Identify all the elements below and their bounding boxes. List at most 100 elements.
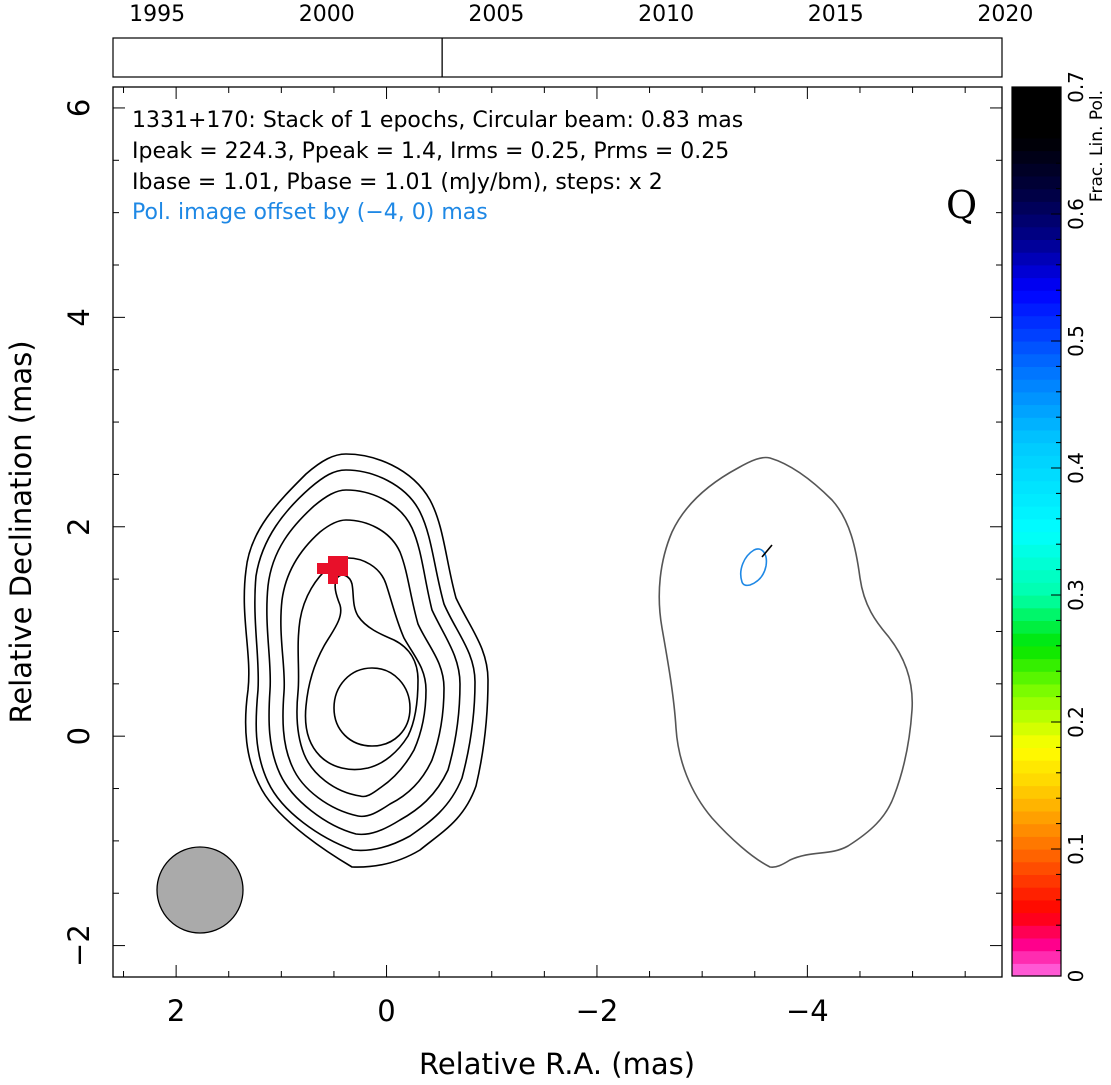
colorbar-label: Frac. Lin. Pol. [1087, 90, 1107, 202]
y-tick-label: 4 [62, 308, 96, 326]
timeline-year-label: 2015 [808, 2, 864, 27]
timeline-frame [112, 37, 1003, 78]
colorbar-band [1012, 480, 1061, 494]
colorbar-band [1012, 277, 1061, 291]
colorbar-band [1012, 214, 1061, 228]
colorbar-band [1012, 595, 1061, 609]
colorbar-band [1012, 556, 1061, 571]
colorbar-band [1012, 709, 1061, 723]
colorbar-tick-label: 0.6 [1064, 198, 1088, 230]
colorbar-band [1012, 633, 1061, 647]
colorbar-band [1012, 734, 1061, 748]
colorbar-band [1012, 696, 1061, 710]
colorbar-band [1012, 785, 1061, 799]
colorbar-band [1012, 493, 1061, 507]
colorbar-band [1012, 125, 1061, 139]
annotation-line-1: 1331+170: Stack of 1 epochs, Circular be… [132, 108, 743, 133]
contour-level-5 [296, 557, 427, 798]
beam-circle [156, 846, 244, 934]
timeline-year-label: 2010 [638, 2, 694, 27]
colorbar-tick-label: 0.2 [1064, 706, 1088, 738]
colorbar-band [1012, 442, 1061, 456]
colorbar-band [1012, 302, 1061, 317]
contour-level-1 [243, 453, 489, 868]
colorbar-band [1012, 239, 1061, 253]
colorbar-band [1012, 518, 1061, 533]
colorbar-band [1012, 823, 1061, 837]
colorbar-band [1012, 137, 1061, 152]
timeline-year-label: 2005 [468, 2, 524, 27]
y-tick-label: 2 [62, 518, 96, 536]
colorbar-band [1012, 175, 1061, 190]
x-axis-label: Relative R.A. (mas) [419, 1047, 695, 1081]
colorbar-band [1012, 772, 1061, 787]
colorbar-band [1012, 391, 1061, 406]
colorbar-band [1012, 645, 1061, 660]
colorbar-band [1012, 290, 1061, 304]
timeline-year-label: 2020 [977, 2, 1033, 27]
x-tick-label: −4 [786, 994, 829, 1028]
annotation-block: 1331+170: Stack of 1 epochs, Circular be… [132, 108, 977, 227]
colorbar-band [1012, 925, 1061, 939]
colorbar-band [1012, 569, 1061, 583]
colorbar-band [1012, 429, 1061, 444]
epoch-timeline: 1995 2000 2005 2010 2015 2020 [112, 2, 1033, 78]
colorbar-band [1012, 683, 1061, 698]
colorbar-band [1012, 341, 1061, 355]
colorbar-band [1012, 963, 1061, 977]
colorbar-band [1012, 201, 1061, 215]
colorbar-tick-label: 0.4 [1064, 452, 1088, 484]
colorbar-band [1012, 112, 1061, 126]
colorbar-band [1012, 760, 1061, 774]
colorbar-band [1012, 379, 1061, 393]
contour-level-2 [254, 469, 476, 852]
colorbar-band [1012, 531, 1061, 545]
colorbar-band [1012, 937, 1061, 952]
plot-area: 2 0 −2 −4 −2 0 2 4 6 [62, 86, 1003, 1028]
colorbar-tick-label: 0.1 [1064, 833, 1088, 865]
colorbar-band [1012, 620, 1061, 634]
colorbar-tick-label: 0.5 [1064, 325, 1088, 357]
colorbar-band [1012, 366, 1061, 380]
band-label: Q [946, 183, 977, 227]
colorbar-band [1012, 798, 1061, 812]
colorbar-band [1012, 252, 1061, 266]
colorbar-band [1012, 506, 1061, 520]
colorbar-band [1012, 874, 1061, 888]
y-tick-label: 6 [62, 99, 96, 117]
colorbar-band [1012, 861, 1061, 875]
colorbar-band [1012, 887, 1061, 901]
colorbar-band [1012, 950, 1061, 964]
pol-intensity-contour [658, 456, 914, 868]
colorbar-band [1012, 658, 1061, 672]
contour-level-7 [333, 667, 411, 747]
colorbar-band [1012, 747, 1061, 761]
colorbar-band [1012, 150, 1061, 164]
colorbar-band [1012, 226, 1061, 240]
colorbar-band [1012, 582, 1061, 596]
pol-fraction-pixels [317, 556, 348, 584]
colorbar-band [1012, 912, 1061, 926]
x-tick-label: −2 [576, 994, 619, 1028]
timeline-year-label: 2000 [299, 2, 355, 27]
colorbar-tick-label: 0.3 [1064, 579, 1088, 611]
x-tick-label: 0 [377, 994, 395, 1028]
colorbar-tick-label: 0.7 [1064, 71, 1088, 103]
evpa-vector [761, 544, 773, 558]
colorbar-band [1012, 87, 1061, 101]
colorbar-frame [1011, 86, 1062, 977]
colorbar-band [1012, 417, 1061, 431]
y-tick-label: −2 [62, 924, 96, 967]
x-tick-label: 2 [167, 994, 185, 1028]
stokes-i-contours [243, 453, 489, 868]
timeline-year-label: 1995 [129, 2, 185, 27]
offset-note: Pol. image offset by (−4, 0) mas [132, 200, 488, 225]
colorbar-band [1012, 163, 1061, 177]
colorbar-band [1012, 468, 1061, 482]
colorbar-band [1012, 671, 1061, 685]
plot-frame [112, 86, 1003, 978]
contour-level-4 [280, 519, 445, 818]
colorbar-band [1012, 810, 1061, 825]
colorbar-band [1012, 544, 1061, 558]
